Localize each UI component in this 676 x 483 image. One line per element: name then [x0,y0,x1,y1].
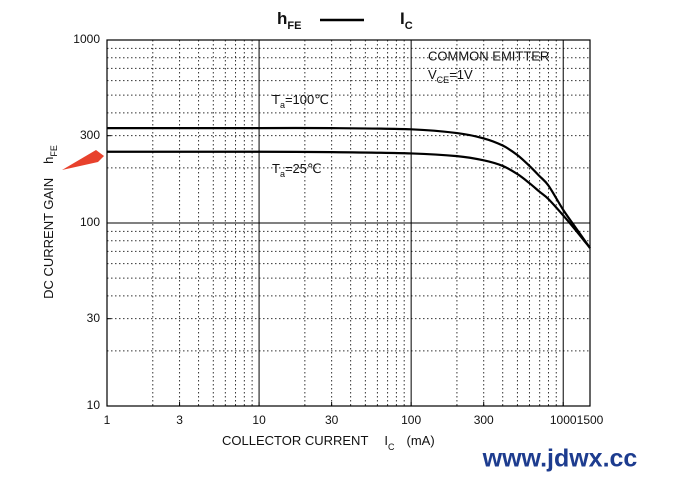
x-tick-label: 300 [474,413,494,427]
y-tick-label: 30 [87,311,101,325]
y-axis-label: DC CURRENT GAINhFE [41,145,59,299]
grid [107,40,590,406]
label-value: =25℃ [285,161,322,176]
y-tick-label: 100 [80,215,100,229]
y-tick-label: 1000 [73,32,100,46]
x-tick-label: 1 [104,413,111,427]
label-sub: a [280,100,285,110]
x-tick-label: 1000 [550,413,577,427]
x-tick-label: 3 [176,413,183,427]
curve-label: Ta=25℃ [272,161,322,179]
label-symbol: T [272,161,280,176]
red-arrow [62,150,104,170]
curve-label: Ta=100℃ [272,92,329,110]
annotation: VCE=1V [428,67,473,85]
chart-title-x: IC [400,9,413,31]
watermark: www.jdwx.cc [482,445,638,473]
chart-title: hFE [277,9,301,31]
label-symbol: T [272,92,280,107]
curve [106,150,591,249]
label-value: =100℃ [285,92,329,107]
curve [106,126,591,249]
annotation: COMMON EMITTER [428,48,549,63]
x-tick-label: 10 [252,413,266,427]
label-sub: a [280,169,285,179]
svg-text:DC CURRENT GAINhFE: DC CURRENT GAINhFE [41,145,59,299]
x-axis-label: COLLECTOR CURRENT IC (mA) [222,433,435,452]
x-tick-label: 100 [401,413,421,427]
y-tick-label: 300 [80,128,100,142]
x-tick-label: 1500 [577,413,604,427]
x-tick-label: 30 [325,413,339,427]
y-tick-label: 10 [87,398,101,412]
